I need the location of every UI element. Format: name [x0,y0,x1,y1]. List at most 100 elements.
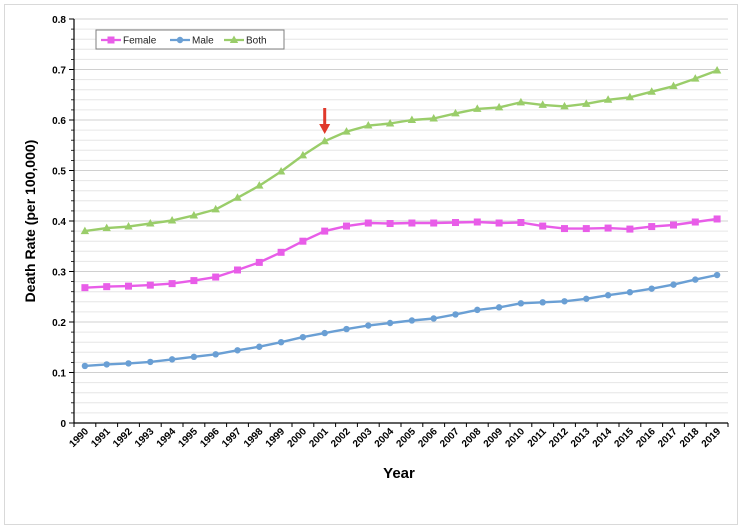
marker-both [320,136,329,145]
marker-female [539,222,547,230]
x-tick-label: 2014 [591,426,615,450]
marker-female [234,266,241,274]
marker-female [190,277,198,285]
x-tick-label: 1993 [133,426,157,450]
x-axis-title: Year [383,465,415,482]
marker-both [647,87,656,95]
marker-male [190,353,198,361]
marker-male [147,358,154,366]
marker-male [670,281,677,288]
x-tick-label: 2006 [416,426,440,450]
x-tick-label: 1999 [264,426,288,450]
y-tick-label: 0.8 [52,15,66,26]
marker-male [604,292,612,299]
marker-female [212,273,220,281]
marker-female [648,223,656,231]
marker-male [277,339,285,346]
annotations [319,108,331,134]
marker-female [495,219,503,227]
annotation-arrow-head [319,124,331,134]
marker-female [255,258,263,266]
y-tick-label: 0.3 [52,268,66,279]
x-tick-label: 1996 [198,426,222,450]
marker-female [670,221,677,229]
x-tick-label: 2013 [569,426,593,450]
y-axis-title: Death Rate (per 100,000) [22,140,38,303]
axes [69,18,729,427]
marker-both [516,97,526,106]
y-tick-label: 0 [60,419,66,430]
marker-male [103,361,110,368]
marker-male [81,362,89,370]
marker-male [365,322,372,329]
marker-female [517,219,525,227]
x-tick-label: 2018 [678,426,702,450]
marker-female [452,219,459,227]
x-tick-label: 2011 [526,426,549,449]
marker-female [168,280,176,288]
marker-male [692,276,699,283]
marker-male [648,285,655,292]
x-tick-label: 2001 [307,426,331,450]
x-tick-labels: 1990199119921993199419951996199719981999… [68,426,724,450]
marker-female [408,219,416,227]
series-line-male [84,273,718,368]
legend-marker-both [229,35,239,43]
x-tick-label: 2008 [460,426,484,450]
marker-both [233,193,242,201]
marker-both [603,95,613,103]
marker-male [212,351,219,358]
marker-male [386,319,394,327]
legend-marker-female [107,36,115,44]
marker-male [299,333,307,341]
series-line-female [84,217,718,289]
marker-female [604,224,612,232]
marker-both [80,226,90,235]
marker-male [561,298,568,305]
marker-both [276,167,286,175]
series-markers [80,66,722,370]
marker-male [168,356,176,363]
marker-female [364,219,372,227]
series-line-both [84,69,718,233]
marker-both [582,99,591,107]
marker-both [560,101,569,110]
marker-male [626,289,634,296]
marker-female [713,215,721,223]
marker-both [255,181,264,189]
marker-both [451,108,460,117]
marker-female [125,282,132,290]
marker-male [430,315,437,322]
marker-male [495,304,503,311]
marker-female [386,220,394,228]
x-tick-label: 2017 [656,426,680,450]
marker-male [452,311,459,318]
marker-male [474,306,481,314]
x-tick-label: 2004 [373,426,397,450]
marker-both [167,215,177,224]
marker-both [298,150,308,159]
marker-both [712,66,722,74]
x-tick-label: 2010 [504,426,528,450]
marker-both [189,210,199,219]
marker-female [582,225,590,233]
marker-female [473,218,481,226]
marker-both [407,115,417,123]
marker-both [364,121,373,129]
marker-male [713,271,721,279]
marker-female [81,284,89,292]
y-tick-label: 0.1 [52,369,66,380]
marker-both [342,127,351,135]
x-tick-label: 1992 [111,426,135,450]
marker-both [473,104,482,112]
marker-female [146,281,154,289]
legend-label-female: Female [123,36,157,47]
marker-female [691,218,699,226]
marker-both [211,204,220,213]
x-tick-label: 2019 [700,426,724,450]
marker-male [125,360,132,367]
y-tick-label: 0.7 [52,66,66,77]
marker-both [429,113,438,122]
marker-female [103,283,111,291]
